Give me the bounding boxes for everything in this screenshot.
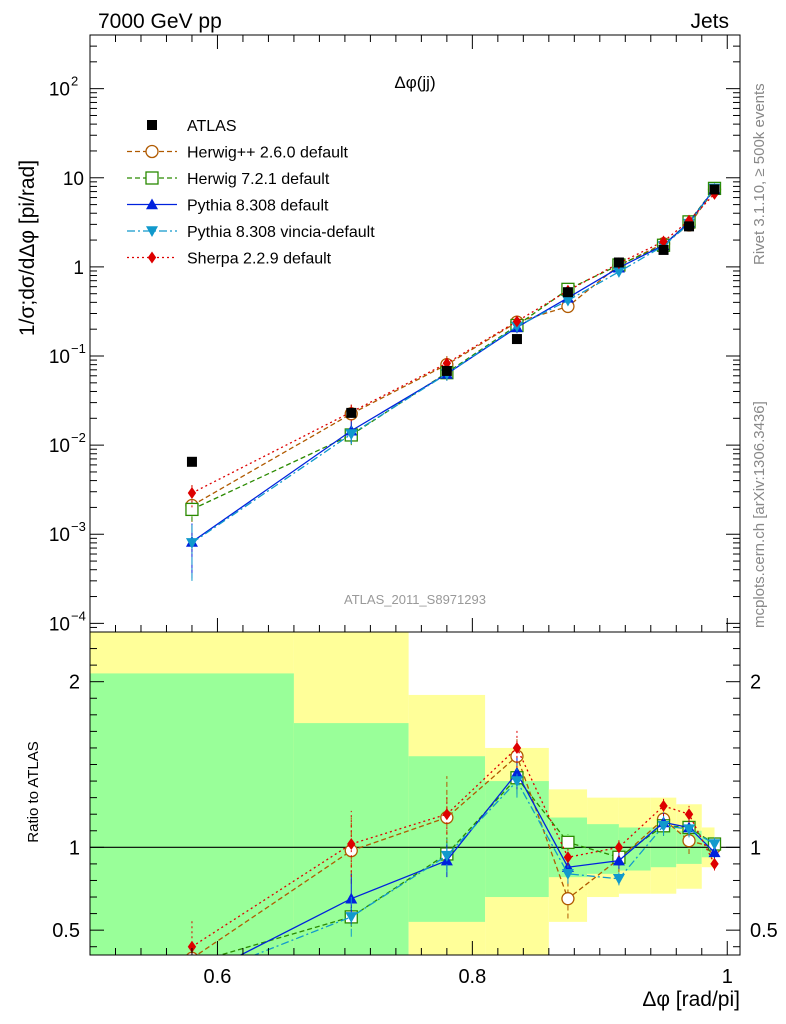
ratio-point-3-4 — [561, 869, 574, 880]
data-point-4 — [562, 287, 573, 298]
ratio-tick-label-0: 0.5 — [52, 920, 80, 942]
y-tick-exponent-1: −3 — [71, 519, 86, 534]
ratio-point-4-6 — [659, 799, 668, 812]
ratio-tick-label-2: 2 — [69, 672, 80, 694]
legend-marker-4 — [146, 226, 158, 237]
y-tick-exponent-2: −2 — [71, 430, 86, 445]
ratio-point-3-1 — [345, 912, 358, 923]
legend-marker-2 — [145, 171, 159, 185]
series-line-4 — [191, 193, 715, 494]
legend-label-3: Pythia 8.308 default — [187, 198, 329, 215]
x-axis-label: Δφ [rad/pi] — [642, 988, 740, 1011]
series-point-3-5 — [612, 267, 625, 278]
ratio-panel-content — [90, 632, 740, 986]
ratio-point-3-5 — [612, 874, 625, 885]
ratio-point-3-7 — [683, 824, 696, 836]
legend-marker-0 — [147, 120, 157, 130]
ratio-point-3-2 — [440, 850, 453, 862]
ratio-point-2-3 — [510, 766, 523, 778]
ratio-tick-label-right-0: 0.5 — [750, 920, 778, 942]
y-tick-label-4: 1 — [73, 258, 84, 279]
series-point-1-0 — [185, 502, 199, 517]
y-tick-label-6: 10 — [49, 80, 70, 101]
process-label: Jets — [690, 10, 729, 33]
ratio-point-4-3 — [512, 741, 522, 754]
ratio-point-3-0 — [186, 975, 198, 986]
data-point-5 — [613, 257, 624, 268]
legend-marker-1 — [145, 144, 159, 159]
ratio-point-0-4 — [561, 892, 575, 906]
data-point-2 — [441, 365, 452, 376]
energy-label: 7000 GeV pp — [98, 10, 222, 33]
y-tick-label-0: 10 — [49, 614, 70, 635]
data-point-7 — [684, 221, 695, 232]
y-tick-label-5: 10 — [63, 169, 84, 190]
plot-title: Δφ(jj) — [394, 73, 435, 92]
y-tick-label-2: 10 — [49, 436, 70, 457]
data-point-1 — [346, 407, 357, 418]
ratio-axes: 0.6 0.8 1 0.5 0.5 1 1 2 2 — [52, 648, 778, 988]
y-tick-exponent-0: −4 — [71, 608, 86, 623]
watermark: ATLAS_2011_S8971293 — [344, 592, 486, 607]
main-panel-content — [185, 181, 722, 581]
ratio-point-2-8 — [708, 846, 721, 858]
ratio-y-axis-label: Ratio to ATLAS — [25, 741, 42, 842]
series-point-3-1 — [345, 429, 358, 441]
series-point-4-3 — [512, 315, 522, 328]
ratio-point-4-1 — [347, 838, 356, 851]
series-point-3-0 — [185, 538, 198, 549]
legend-marker-5 — [147, 251, 157, 264]
x-tick-label-0: 0.6 — [204, 966, 232, 988]
ratio-point-3-8 — [708, 839, 721, 851]
ratio-panel-frame — [89, 631, 741, 956]
ratio-tick-label-right-2: 2 — [750, 672, 761, 694]
ratio-point-3-6 — [657, 821, 670, 832]
ratio-point-4-7 — [684, 808, 694, 821]
ratio-point-4-8 — [710, 857, 719, 870]
legend-marker-3 — [146, 198, 158, 210]
ratio-point-2-0 — [186, 974, 198, 985]
series-line-3 — [191, 188, 716, 544]
ratio-line-3 — [253, 779, 715, 955]
y-tick-label-1: 10 — [49, 525, 70, 546]
legend-label-1: Herwig++ 2.6.0 default — [187, 145, 349, 162]
ratio-point-1-0 — [186, 957, 198, 969]
ratio-band-green-3 — [485, 781, 549, 898]
legend: ATLAS Herwig++ 2.6.0 default Herwig 7.2.1 … — [127, 118, 375, 268]
data-point-0 — [186, 456, 197, 467]
series-point-4-7 — [684, 214, 694, 227]
ratio-tick-label-1: 1 — [69, 837, 80, 859]
data-point-8 — [709, 184, 720, 195]
ratio-band-green-0 — [90, 673, 294, 955]
ratio-point-4-4 — [563, 851, 573, 864]
y-axis-label: 1/σ;dσ/dΔφ [pi/rad] — [16, 160, 39, 336]
rivet-label: Rivet 3.1.10, ≥ 500k events — [751, 83, 768, 265]
series-point-4-0 — [187, 487, 197, 500]
x-tick-label-2: 1 — [722, 966, 733, 988]
series-point-4-6 — [659, 235, 668, 248]
ratio-panel: 0.6 0.8 1 0.5 0.5 1 1 2 2 Ratio to ATLAS Δφ [rad… — [25, 631, 778, 1011]
y-tick-exponent-3: −1 — [71, 341, 86, 356]
legend-label-4: Pythia 8.308 vincia-default — [187, 224, 375, 241]
ratio-point-2-5 — [612, 854, 625, 866]
ratio-point-3-3 — [510, 776, 523, 788]
y-tick-label-3: 10 — [49, 347, 70, 368]
series-point-3-4 — [561, 295, 574, 307]
data-point-6 — [658, 244, 669, 255]
ratio-point-4-0 — [187, 940, 197, 953]
ratio-point-1-4 — [561, 835, 575, 850]
mcplots-label: mcplots.cern.ch [arXiv:1306.3436] — [751, 401, 768, 628]
data-point-3 — [511, 334, 522, 345]
y-tick-exponent-6: 2 — [71, 74, 78, 89]
legend-label-5: Sherpa 2.2.9 default — [187, 251, 332, 268]
legend-label-0: ATLAS — [187, 118, 237, 135]
ratio-tick-label-right-1: 1 — [750, 837, 761, 859]
ratio-point-4-5 — [614, 841, 624, 854]
x-tick-label-1: 0.8 — [458, 966, 486, 988]
ratio-point-4-2 — [442, 808, 452, 821]
legend-label-2: Herwig 7.2.1 default — [187, 171, 330, 188]
